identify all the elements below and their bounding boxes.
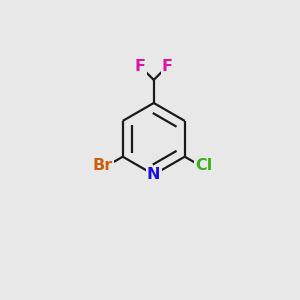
Text: N: N: [147, 167, 160, 182]
Text: F: F: [162, 59, 173, 74]
Text: Cl: Cl: [195, 158, 212, 173]
Text: Br: Br: [92, 158, 113, 173]
Text: F: F: [135, 59, 146, 74]
